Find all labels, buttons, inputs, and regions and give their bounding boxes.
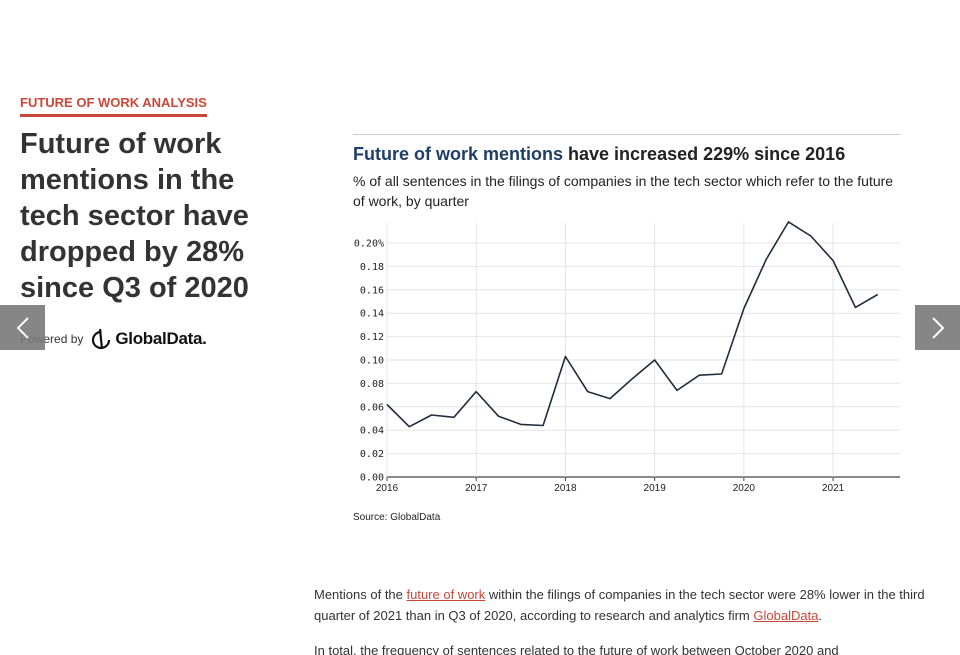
x-tick-label: 2020 bbox=[733, 483, 756, 494]
y-tick-label: 0.14 bbox=[360, 309, 384, 320]
chart-title-rest: have increased 229% since 2016 bbox=[563, 144, 846, 164]
article-paragraph: In total, the frequency of sentences rel… bbox=[314, 643, 839, 655]
carousel-next-button[interactable] bbox=[915, 305, 960, 350]
chart-source: Source: GlobalData bbox=[353, 512, 441, 523]
line-chart: 0.00 0.02 0.04 0.06 0.08 0.10 0.12 0.14 0.16 0.18… bbox=[354, 221, 900, 494]
x-tick-label: 2019 bbox=[644, 483, 667, 494]
article-text: . bbox=[818, 608, 823, 623]
article-text: Mentions of the bbox=[314, 587, 407, 602]
chart-title-highlight: Future of work mentions bbox=[353, 144, 564, 164]
y-tick-label: 0.12 bbox=[360, 332, 384, 343]
y-tick-label: 0.04 bbox=[360, 426, 384, 437]
chart-title: Future of work mentions have increased 2… bbox=[353, 144, 845, 165]
y-tick-label: 0.16 bbox=[360, 285, 384, 296]
globaldata-icon bbox=[92, 328, 111, 350]
y-tick-label: 0.10 bbox=[360, 356, 384, 367]
section-kicker: Future of work analysis bbox=[20, 95, 207, 117]
powered-by: Powered by GlobalData. bbox=[20, 326, 207, 352]
carousel-prev-button[interactable] bbox=[0, 305, 45, 350]
x-tick-label: 2017 bbox=[465, 483, 488, 494]
article-paragraph: Mentions of the future of work within th… bbox=[314, 584, 934, 626]
y-tick-label: 0.02 bbox=[360, 449, 384, 460]
chevron-right-icon bbox=[931, 316, 944, 339]
chart-card: Future of work mentions have increased 2… bbox=[340, 128, 915, 528]
y-tick-label: 0.00 bbox=[360, 473, 384, 484]
chevron-left-icon bbox=[16, 316, 29, 339]
chart-top-rule bbox=[353, 134, 900, 135]
globaldata-logo[interactable]: GlobalData. bbox=[91, 327, 207, 351]
article-body: Mentions of the future of work within th… bbox=[314, 584, 934, 655]
chart-subtitle: % of all sentences in the filings of com… bbox=[353, 173, 894, 209]
x-tick-label: 2021 bbox=[822, 483, 845, 494]
y-tick-label: 0.08 bbox=[360, 379, 384, 390]
series-line bbox=[386, 221, 879, 428]
y-tick-label: 0.06 bbox=[360, 402, 384, 413]
x-tick-label: 2016 bbox=[376, 483, 399, 494]
globaldata-link[interactable]: GlobalData bbox=[753, 608, 819, 623]
page-title: Future of work mentions in the tech sect… bbox=[20, 128, 249, 304]
x-tick-label: 2018 bbox=[554, 483, 577, 494]
article-text: within the filings of companies in the t… bbox=[314, 587, 925, 623]
future-of-work-link[interactable]: future of work bbox=[406, 587, 486, 602]
y-tick-label: 0.18 bbox=[360, 262, 384, 273]
globaldata-wordmark: GlobalData. bbox=[115, 329, 207, 348]
y-tick-label: 0.20% bbox=[354, 239, 384, 250]
